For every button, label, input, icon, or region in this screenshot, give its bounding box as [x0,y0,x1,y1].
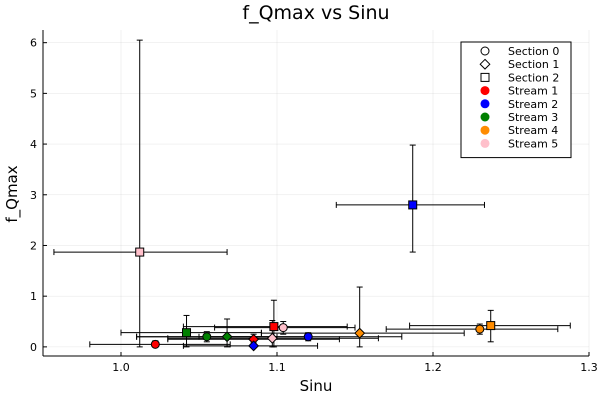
point-section2-stream1 [269,322,279,332]
error-bar-s2-stream3 [120,314,262,348]
point-section1-stream5 [266,332,278,344]
point-section2-stream4 [486,321,496,331]
legend-marker-7 [480,125,490,135]
y-tick-label: 0 [30,341,37,354]
point-section0-stream2 [303,332,313,342]
chart-title: f_Qmax vs Sinu [242,2,389,24]
legend-label: Section 0 [508,45,559,58]
y-tick-label: 5 [30,87,37,100]
legend-label: Stream 4 [508,124,558,137]
point-section2-stream2 [408,200,418,210]
legend-label: Stream 1 [508,85,558,98]
y-tick-label: 3 [30,189,37,202]
x-tick-label: 1.3 [580,361,598,374]
x-tick-label: 1.0 [112,361,130,374]
point-section1-stream3 [221,331,233,343]
legend-label: Stream 5 [508,137,558,150]
error-bar-s2-stream5 [53,39,228,348]
point-section2-stream3 [182,328,192,338]
point-section0-stream5 [278,323,288,333]
legend-marker-3 [480,72,490,82]
legend-marker-2 [479,58,491,70]
legend-label: Section 2 [508,71,559,84]
legend-marker-1 [480,46,490,56]
legend-marker-5 [480,99,490,109]
error-bar-s2-stream2 [335,144,485,253]
x-tick-label: 1.1 [268,361,286,374]
y-axis-label: f_Qmax [3,165,22,222]
y-tick-label: 2 [30,239,37,252]
legend-label: Stream 3 [508,111,558,124]
y-tick-label: 4 [30,138,37,151]
legend-marker-4 [480,86,490,96]
x-tick-label: 1.2 [424,361,442,374]
data-points [135,200,496,352]
y-tick-label: 1 [30,290,37,303]
legend-label: Section 1 [508,58,559,71]
x-axis-label: Sinu [300,377,333,395]
point-section2-stream5 [135,247,145,257]
point-section1-stream4 [354,327,366,339]
point-section0-stream1 [150,339,160,349]
axes [42,30,589,357]
y-axis-ticks: 0 1 2 3 4 5 6 [30,37,47,354]
legend-box [460,41,572,159]
x-axis-ticks: 1.0 1.1 1.2 1.3 [112,352,598,374]
legend-marker-8 [480,138,490,148]
y-tick-label: 6 [30,37,37,50]
point-section0-stream3 [202,332,212,342]
legend-marker-6 [480,112,490,122]
point-section0-stream4 [475,324,485,334]
point-section1-stream2 [248,340,260,352]
legend-label: Stream 2 [508,98,558,111]
